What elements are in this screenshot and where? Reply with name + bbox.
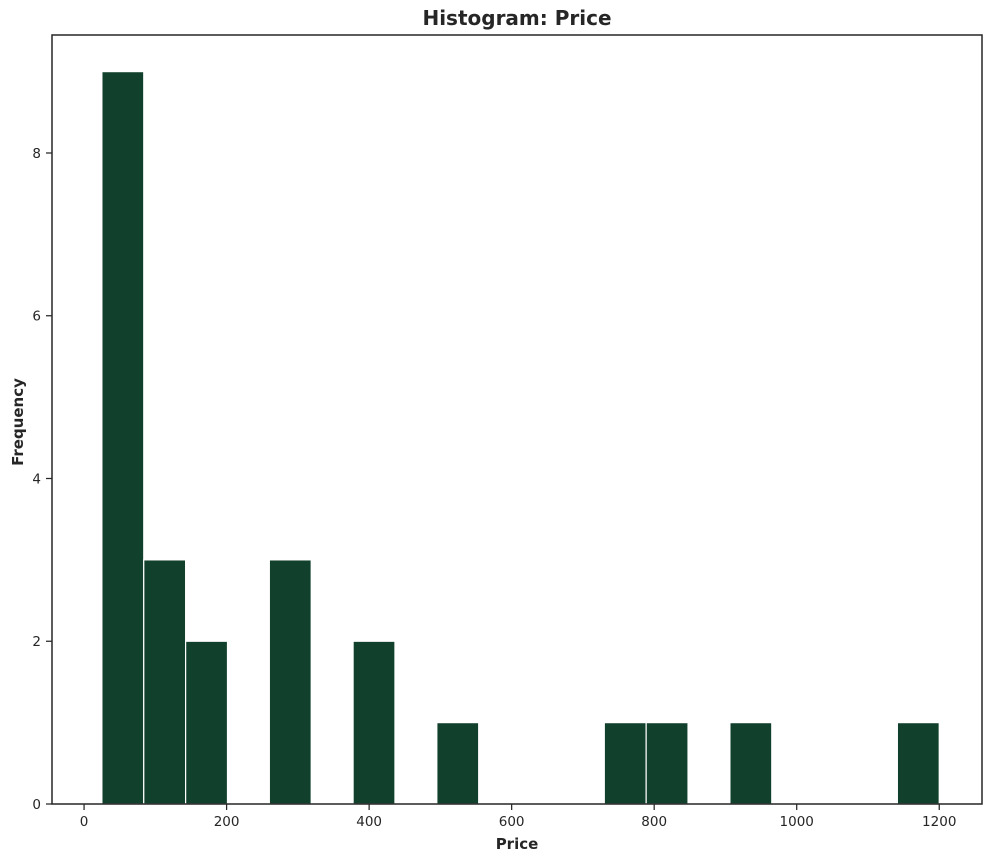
x-tick-label-0: 0 [80, 814, 89, 830]
x-tick-label-3: 600 [499, 814, 525, 830]
histogram-bar-2 [185, 640, 229, 805]
histogram-bar-4 [268, 559, 312, 805]
chart-title: Histogram: Price [422, 6, 611, 30]
plot-frame [51, 34, 983, 805]
x-tick-label-4: 800 [641, 814, 667, 830]
y-tick-label-3: 6 [32, 309, 41, 325]
histogram-bar-12 [603, 722, 647, 805]
y-tick-label-1: 2 [32, 634, 41, 650]
x-tick-label-1: 200 [214, 814, 240, 830]
x-tick-label-6: 1200 [922, 814, 956, 830]
histogram-bar-15 [729, 722, 773, 805]
x-tick-label-2: 400 [356, 814, 382, 830]
histogram-bar-19 [896, 722, 940, 805]
y-axis: 0 2 4 6 8 [32, 146, 52, 813]
histogram-bar-0 [101, 71, 145, 805]
y-axis-label: Frequency [9, 378, 27, 466]
y-tick-label-0: 0 [32, 797, 41, 813]
histogram-bar-6 [352, 640, 396, 805]
y-tick-label-2: 4 [32, 471, 41, 487]
bars-group [101, 71, 940, 805]
histogram-bar-8 [436, 722, 480, 805]
histogram-bar-13 [645, 722, 689, 805]
y-tick-label-4: 8 [32, 146, 41, 162]
histogram-bar-1 [143, 559, 187, 805]
x-axis-label: Price [496, 835, 539, 853]
x-tick-label-5: 1000 [780, 814, 814, 830]
x-axis: 0 200 400 600 800 1000 1200 [80, 804, 956, 830]
